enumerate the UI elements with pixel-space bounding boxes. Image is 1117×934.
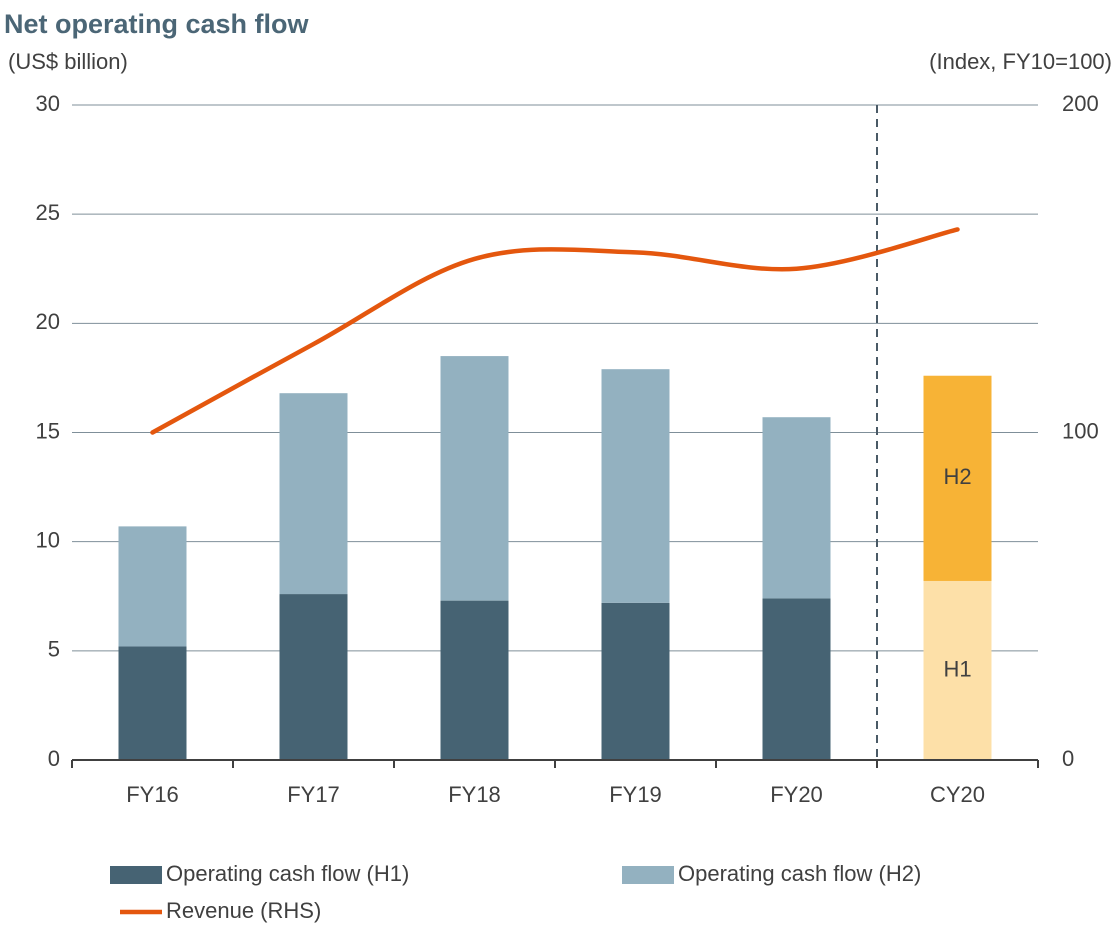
y2-tick-label: 200 — [1062, 91, 1099, 116]
x-tick-label: CY20 — [930, 782, 985, 807]
bar-segment — [118, 646, 187, 760]
y-tick-label: 0 — [48, 746, 60, 771]
y-tick-label: 20 — [36, 309, 60, 334]
y-tick-label: 10 — [36, 527, 60, 552]
bar-segment — [279, 393, 348, 595]
y2-tick-label: 0 — [1062, 746, 1074, 771]
chart-title: Net operating cash flow — [4, 9, 310, 39]
x-tick-label: FY19 — [609, 782, 662, 807]
legend-label: Operating cash flow (H2) — [678, 861, 921, 886]
bar-segment — [762, 417, 831, 599]
bar-segment — [601, 369, 670, 603]
bar-segment — [440, 356, 509, 601]
x-tick-label: FY16 — [126, 782, 179, 807]
bar-segment — [118, 526, 187, 647]
y2-axis-label: (Index, FY10=100) — [929, 49, 1112, 74]
legend-label: Revenue (RHS) — [166, 898, 321, 923]
bar-segment — [923, 580, 992, 760]
bar-segment — [923, 375, 992, 581]
x-tick-label: FY20 — [770, 782, 823, 807]
y-tick-label: 15 — [36, 418, 60, 443]
y-tick-label: 25 — [36, 200, 60, 225]
y-tick-label: 5 — [48, 637, 60, 662]
x-tick-label: FY18 — [448, 782, 501, 807]
legend-label: Operating cash flow (H1) — [166, 861, 409, 886]
bar-segment — [762, 598, 831, 760]
bar-segment — [440, 600, 509, 760]
x-tick-label: FY17 — [287, 782, 340, 807]
y-tick-label: 30 — [36, 91, 60, 116]
bar-annotation: H2 — [943, 464, 971, 489]
y2-tick-label: 100 — [1062, 418, 1099, 443]
legend-swatch — [110, 866, 162, 884]
bar-segment — [279, 594, 348, 760]
y-axis-label: (US$ billion) — [8, 49, 128, 74]
legend-swatch — [622, 866, 674, 884]
line-series — [150, 227, 960, 435]
bar-segment — [601, 602, 670, 760]
bar-annotation: H1 — [943, 656, 971, 681]
